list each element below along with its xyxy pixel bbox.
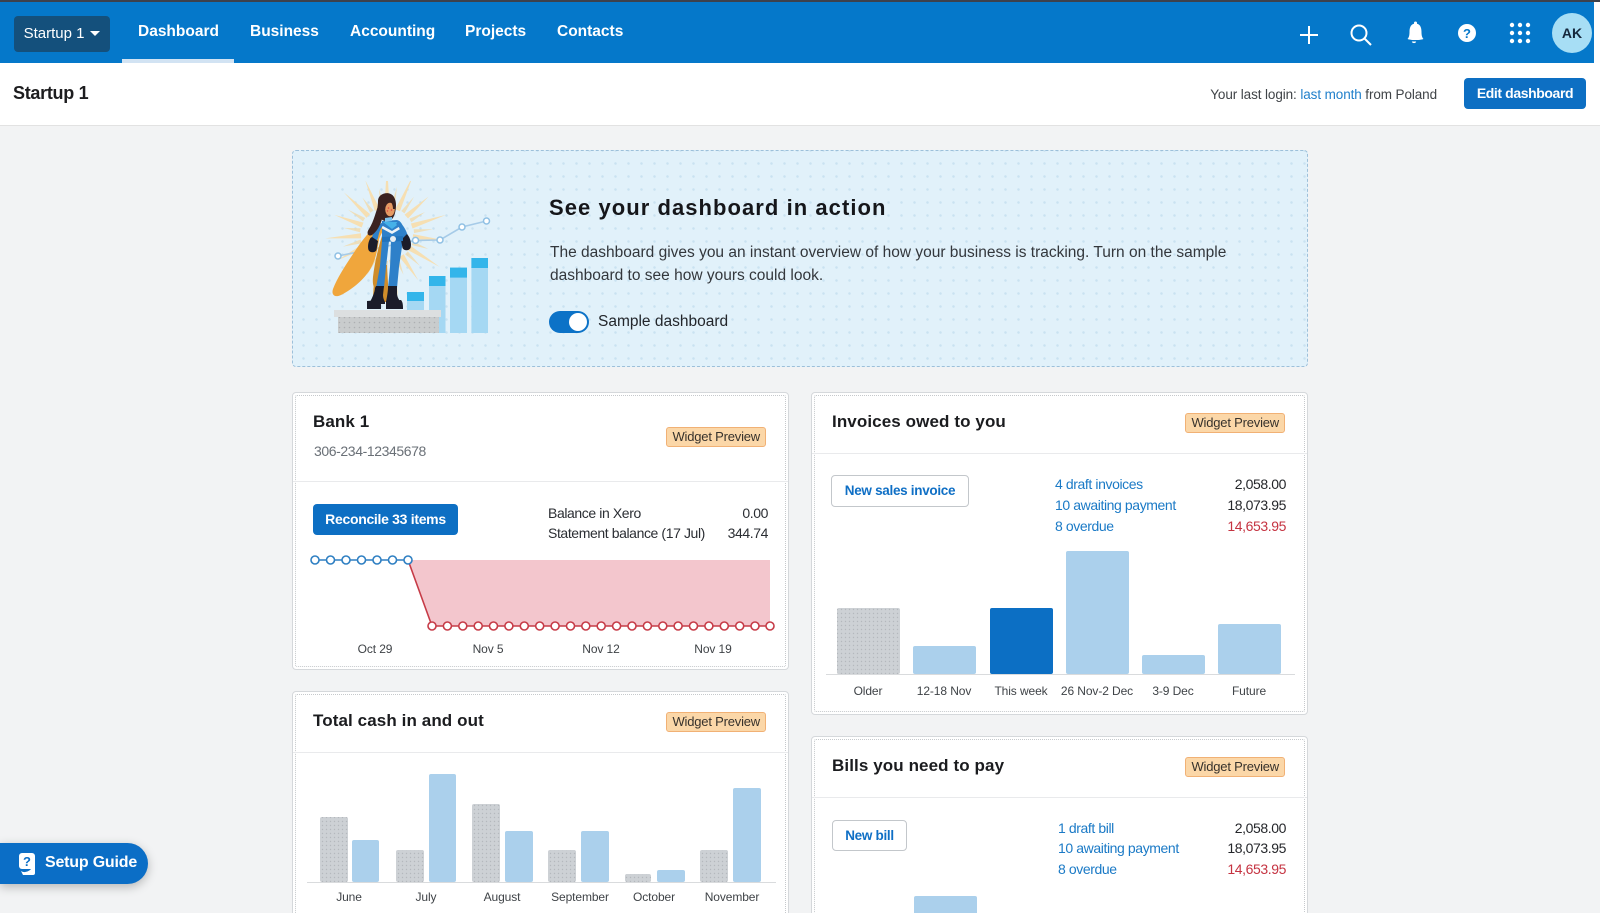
svg-text:?: ?: [23, 854, 31, 869]
svg-text:?: ?: [1463, 26, 1471, 41]
